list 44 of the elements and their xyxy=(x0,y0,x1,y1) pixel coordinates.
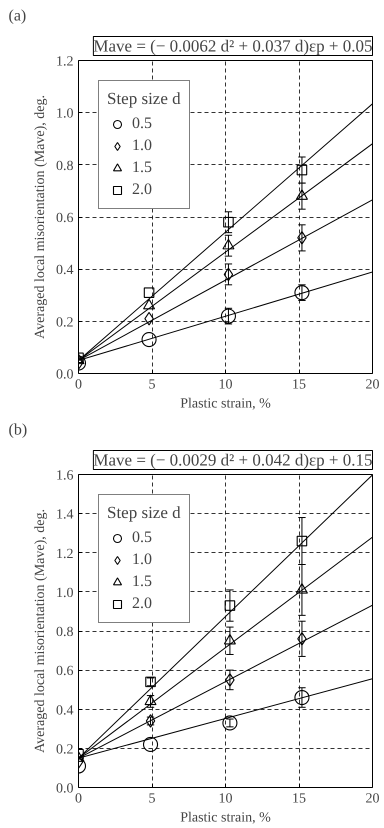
y-tick-label: 0.4 xyxy=(56,263,74,278)
legend-title: Step size d xyxy=(107,89,181,109)
legend-label: 0.5 xyxy=(132,529,152,547)
legend-title: Step size d xyxy=(107,503,181,523)
chart-title: Mave = (− 0.0029 d² + 0.042 d)εp + 0.15 xyxy=(93,450,373,470)
y-tick-label: 0.6 xyxy=(56,664,74,680)
x-tick-label: 15 xyxy=(292,378,306,392)
text: (a) xyxy=(8,8,26,24)
y-tick-label: 1.2 xyxy=(56,546,74,562)
text: (b) xyxy=(8,422,28,438)
legend-label: 0.5 xyxy=(132,115,152,133)
x-tick-label: 5 xyxy=(148,378,156,392)
y-tick-label: 0.0 xyxy=(56,782,74,796)
legend-label: 2.0 xyxy=(132,181,152,199)
legend-label: 1.5 xyxy=(132,573,152,591)
x-tick-label: 0 xyxy=(75,378,82,392)
y-tick-label: 0.8 xyxy=(56,625,74,640)
y-tick-label: 1.6 xyxy=(56,468,74,484)
x-tick-label: 10 xyxy=(218,378,232,392)
x-tick-label: 20 xyxy=(366,792,380,806)
y-tick-label: 0.2 xyxy=(56,742,74,758)
legend-label: 2.0 xyxy=(132,595,152,613)
y-tick-label: 0.4 xyxy=(56,703,74,718)
y-tick-label: 0.0 xyxy=(56,368,74,382)
legend-label: 1.0 xyxy=(132,551,152,569)
y-tick-label: 0.2 xyxy=(56,315,74,330)
x-tick-label: 5 xyxy=(148,792,156,806)
x-tick-label: 0 xyxy=(75,792,82,806)
y-tick-label: 1.4 xyxy=(56,508,74,523)
y-tick-label: 0.8 xyxy=(56,158,74,174)
y-tick-label: 1.2 xyxy=(56,54,74,70)
y-tick-label: 0.6 xyxy=(56,211,74,226)
legend-label: 1.5 xyxy=(132,159,152,177)
x-axis-title: Plastic strain, % xyxy=(180,396,272,412)
x-tick-label: 20 xyxy=(366,378,380,392)
x-tick-label: 15 xyxy=(292,792,306,806)
y-axis-title: Averaged local misorientation (Mave), deg. xyxy=(33,509,48,753)
y-tick-label: 1.0 xyxy=(56,106,74,122)
legend-label: 1.0 xyxy=(132,137,152,155)
x-tick-label: 10 xyxy=(218,792,232,806)
y-axis-title: Averaged local misorientation (Mave), deg. xyxy=(33,95,48,339)
chart-title: Mave = (− 0.0062 d² + 0.037 d)εp + 0.05 xyxy=(93,36,373,56)
x-axis-title: Plastic strain, % xyxy=(180,810,272,826)
y-tick-label: 1.0 xyxy=(56,586,74,601)
